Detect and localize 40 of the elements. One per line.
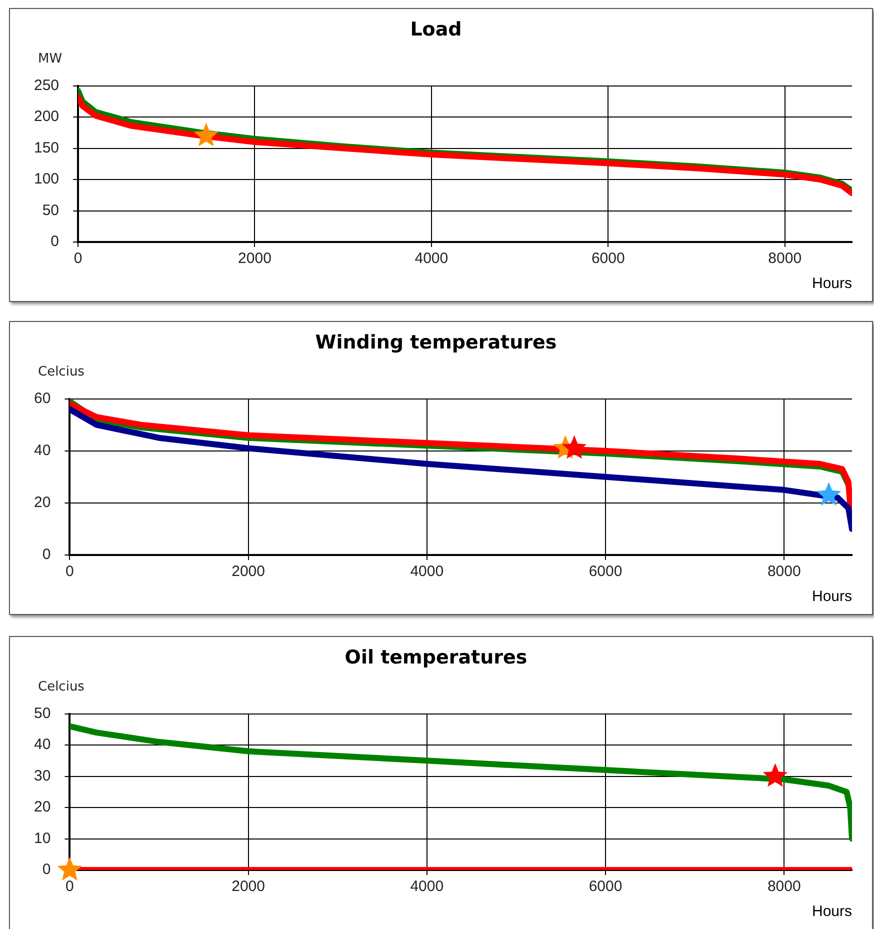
y-tick-label: 0: [42, 861, 51, 878]
y-tick-label: 250: [34, 76, 60, 94]
y-axis-title: Celcius: [38, 680, 85, 695]
y-tick-label: 100: [34, 170, 60, 188]
x-axis-title: Hours: [812, 275, 852, 292]
y-tick-label: 50: [42, 202, 60, 219]
x-tick-label: 4000: [410, 878, 444, 896]
x-tick-label: 8000: [768, 250, 802, 268]
chart-title: Winding temperatures: [315, 331, 557, 354]
x-tick-label: 2000: [232, 563, 265, 580]
y-tick-label: 0: [50, 233, 60, 250]
x-tick-label: 2000: [238, 250, 272, 268]
chart-title: Load: [410, 18, 462, 40]
x-tick-label: 4000: [414, 250, 448, 268]
x-tick-label: 4000: [410, 563, 444, 580]
x-tick-label: 2000: [232, 878, 265, 896]
y-tick-label: 20: [34, 494, 51, 512]
y-tick-label: 20: [34, 798, 51, 816]
x-axis-title: Hours: [812, 588, 852, 606]
y-tick-label: 0: [42, 546, 51, 564]
y-tick-label: 30: [34, 767, 51, 784]
x-tick-label: 0: [74, 250, 82, 268]
y-tick-label: 200: [34, 108, 60, 126]
y-tick-label: 40: [34, 736, 51, 754]
y-axis-title: Celcius: [38, 364, 85, 380]
y-tick-label: 150: [34, 139, 60, 156]
x-axis-title: Hours: [812, 903, 852, 920]
y-tick-label: 10: [34, 830, 51, 847]
x-tick-label: 6000: [588, 563, 622, 580]
x-tick-label: 6000: [591, 250, 625, 268]
y-tick-label: 40: [34, 442, 51, 460]
x-tick-label: 8000: [767, 563, 801, 580]
x-tick-label: 8000: [767, 878, 801, 896]
x-tick-label: 0: [66, 563, 74, 580]
y-axis-title: MW: [38, 52, 62, 67]
y-tick-label: 50: [34, 704, 51, 722]
x-tick-label: 6000: [588, 878, 622, 896]
y-tick-label: 60: [34, 390, 51, 407]
chart-title: Oil temperatures: [344, 646, 528, 668]
x-tick-label: 0: [66, 878, 74, 896]
